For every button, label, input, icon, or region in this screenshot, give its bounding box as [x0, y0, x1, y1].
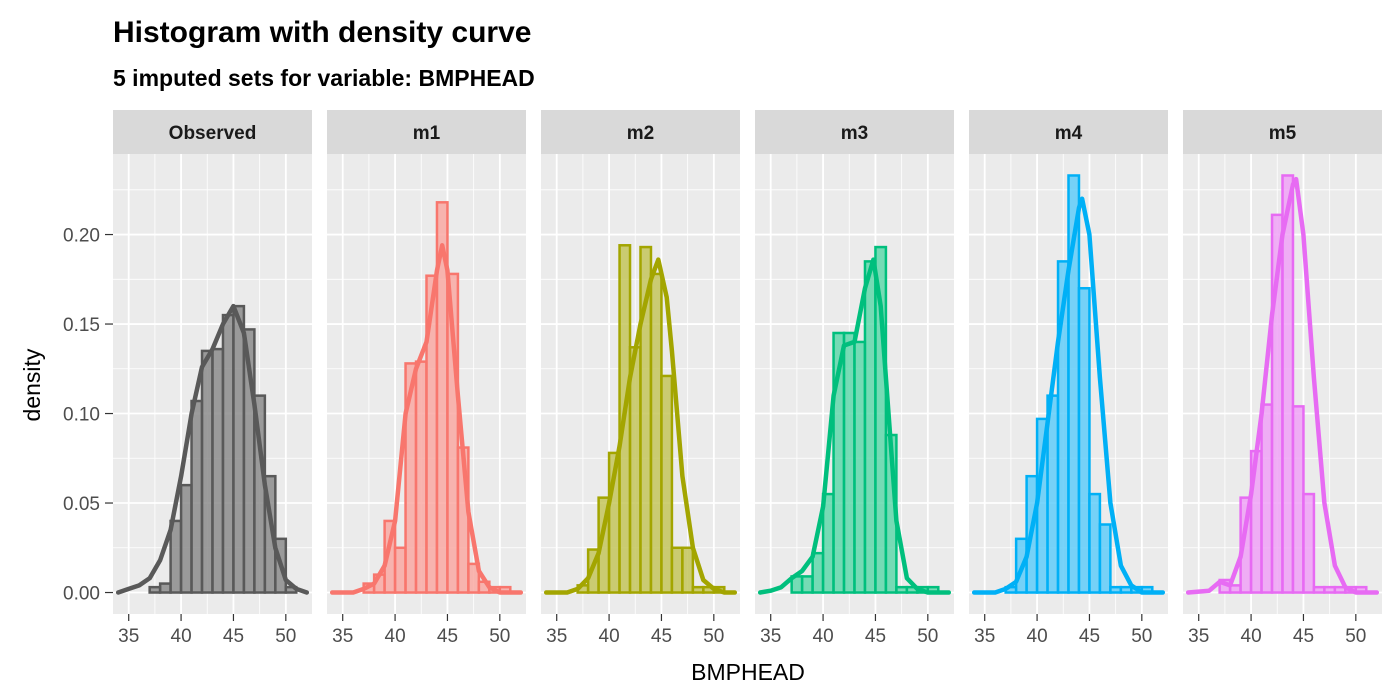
facet-panel-m2: m2 35 40 45 50	[541, 110, 740, 647]
x-tick-label: 35	[760, 626, 781, 647]
histogram-bar	[1088, 492, 1102, 594]
facet-panel-observed: Observed 35 40 45 50	[113, 110, 312, 647]
facet-strip-label: m2	[627, 123, 654, 144]
histogram-bar	[1323, 585, 1337, 594]
density-curve	[115, 303, 310, 595]
x-tick-label: 35	[546, 626, 567, 647]
facet-panel-m4: m4 35 40 45 50	[969, 110, 1168, 647]
histogram-bar	[649, 272, 663, 594]
x-tick-label: 45	[223, 626, 244, 647]
histogram-bar	[1312, 585, 1326, 594]
histogram-bar	[853, 340, 867, 594]
density-curve	[971, 196, 1166, 595]
histogram-bar	[467, 562, 481, 594]
histogram-bar	[446, 272, 460, 594]
histogram-bar	[842, 331, 856, 594]
histogram-bar	[200, 349, 214, 594]
x-tick-label: 35	[974, 626, 995, 647]
density-curve	[1185, 176, 1380, 595]
histogram-bar	[1291, 405, 1305, 594]
x-tick-label: 40	[1241, 626, 1262, 647]
x-tick-label: 35	[1188, 626, 1209, 647]
x-tick-label: 50	[1345, 626, 1366, 647]
histogram-bar	[1077, 286, 1091, 594]
facet-strip-label: m1	[413, 123, 441, 144]
x-tick-label: 40	[813, 626, 834, 647]
y-axis: 0.00 0.05 0.10 0.15 0.20	[63, 226, 113, 605]
y-tick-label: 0.00	[63, 584, 100, 605]
histogram-bar	[221, 313, 235, 594]
y-tick-label: 0.20	[63, 226, 100, 247]
density-curve	[757, 257, 952, 595]
histogram-bar	[1281, 174, 1295, 594]
facet-strip	[541, 110, 740, 154]
x-tick-label: 40	[171, 626, 192, 647]
facet-strip-label: m5	[1269, 123, 1297, 144]
facet-panel-m3: m3 35 40 45 50	[755, 110, 954, 647]
facet-strip	[755, 110, 954, 154]
x-tick-label: 50	[703, 626, 724, 647]
facet-panels: Observed 35 40 45 50 m1 35 40 45 50 m2 35 40 45 50 m3 35…	[113, 110, 1382, 647]
histogram-bar	[158, 582, 172, 594]
facet-strip	[327, 110, 526, 154]
x-tick-label: 45	[865, 626, 886, 647]
histogram-bar	[148, 585, 162, 594]
histogram-bar	[414, 360, 428, 594]
histogram-bar	[190, 399, 204, 594]
x-tick-label: 50	[1131, 626, 1152, 647]
histogram-bar	[800, 575, 814, 594]
x-tick-label: 50	[489, 626, 510, 647]
facet-panel-m1: m1 35 40 45 50	[327, 110, 526, 647]
histogram-bar	[232, 304, 246, 594]
x-tick-label: 35	[332, 626, 353, 647]
x-tick-label: 45	[1079, 626, 1100, 647]
x-tick-label: 45	[651, 626, 672, 647]
histogram-bar	[1302, 492, 1316, 594]
facet-strip-label: Observed	[169, 123, 257, 144]
y-tick-label: 0.10	[63, 405, 100, 426]
histogram-bar	[1119, 585, 1133, 594]
x-tick-label: 40	[1027, 626, 1048, 647]
x-tick-label: 45	[1293, 626, 1314, 647]
chart-title: Histogram with density curve	[113, 16, 531, 49]
histogram-bar	[179, 483, 193, 594]
facet-strip-label: m4	[1055, 123, 1083, 144]
histogram-bar	[628, 346, 642, 594]
x-tick-label: 40	[385, 626, 406, 647]
facet-strip	[1183, 110, 1382, 154]
x-tick-label: 50	[917, 626, 938, 647]
facet-strip	[969, 110, 1168, 154]
facet-panel-m5: m5 35 40 45 50	[1183, 110, 1382, 647]
y-tick-label: 0.15	[63, 315, 100, 336]
x-tick-label: 50	[275, 626, 296, 647]
histogram-bar	[874, 245, 888, 594]
x-axis-title: BMPHEAD	[691, 659, 805, 685]
histogram-bar	[895, 585, 909, 594]
y-tick-label: 0.05	[63, 494, 100, 515]
facet-strip-label: m3	[841, 123, 868, 144]
histogram-bar	[681, 546, 695, 594]
histogram-bar	[670, 546, 684, 594]
histogram-bar	[1109, 585, 1123, 594]
histogram-bar	[1260, 403, 1274, 594]
y-axis-title: density	[19, 348, 45, 421]
histogram-bar	[660, 374, 674, 594]
histogram-bar	[1098, 523, 1112, 594]
histogram-bar	[211, 347, 225, 594]
density-curve	[329, 243, 524, 595]
chart-subtitle: 5 imputed sets for variable: BMPHEAD	[113, 65, 535, 91]
density-curve	[543, 257, 738, 595]
x-tick-label: 40	[599, 626, 620, 647]
facet-strip	[113, 110, 312, 154]
histogram-bar	[863, 260, 877, 594]
histogram-bar	[393, 546, 407, 594]
x-tick-label: 45	[437, 626, 458, 647]
x-tick-label: 35	[118, 626, 139, 647]
histogram-bar	[811, 551, 825, 594]
histogram-bar	[691, 585, 705, 594]
